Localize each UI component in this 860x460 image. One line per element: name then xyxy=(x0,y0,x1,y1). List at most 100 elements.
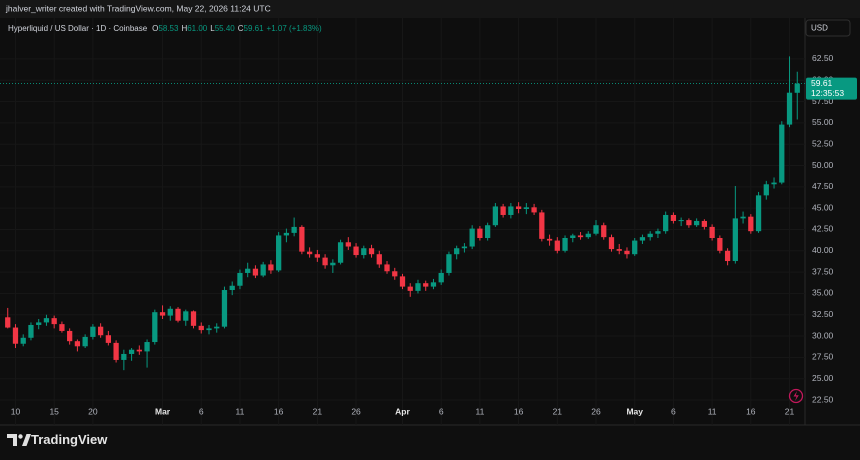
candle-body xyxy=(724,250,731,262)
candle-body xyxy=(407,286,413,291)
currency[interactable]: USD xyxy=(811,24,828,33)
candle-body xyxy=(245,268,251,273)
candle-body xyxy=(51,318,57,325)
candle-body xyxy=(283,232,290,236)
candle-body xyxy=(198,325,204,331)
candle-body xyxy=(330,262,336,266)
candle-body xyxy=(144,342,150,352)
candle-body xyxy=(423,283,429,287)
legend-key: C xyxy=(238,24,244,33)
y-tick-label: 50.00 xyxy=(812,160,834,170)
x-tick-label: 11 xyxy=(475,406,484,416)
candle-body xyxy=(740,216,746,219)
candle-body xyxy=(624,250,630,255)
candle-body xyxy=(539,212,545,239)
x-tick-label: 16 xyxy=(274,406,284,416)
candle-body xyxy=(577,235,584,238)
candle-body xyxy=(415,283,421,291)
x-tick-label: 10 xyxy=(11,406,21,416)
x-tick-label: 21 xyxy=(785,406,795,416)
candle-body xyxy=(601,225,607,238)
candle-body xyxy=(159,312,166,316)
y-tick-label: 40.00 xyxy=(812,245,834,255)
candle-body xyxy=(322,257,328,266)
candle-body xyxy=(67,330,73,342)
candle-body xyxy=(353,246,359,256)
candle-body xyxy=(28,324,34,338)
candle-body xyxy=(639,237,646,241)
candle-body xyxy=(175,308,181,321)
legend-value: 55.40 xyxy=(215,24,236,33)
grid xyxy=(0,18,805,425)
candle-body xyxy=(608,237,615,250)
legend-value: 58.53 xyxy=(158,24,179,33)
candle-body xyxy=(438,272,444,283)
alert-bolt xyxy=(793,391,799,401)
logo-part xyxy=(18,434,23,439)
candle-body xyxy=(167,308,173,316)
x-tick-label: 26 xyxy=(351,406,361,416)
x-tick-label: 20 xyxy=(88,406,98,416)
candle-body xyxy=(392,271,398,277)
candle-body xyxy=(376,254,382,265)
footer xyxy=(0,426,860,460)
x-tick-label: Mar xyxy=(155,406,171,416)
candle-body xyxy=(531,207,537,213)
candle-body xyxy=(152,312,158,343)
legend: Hyperliquid / US Dollar · 1D · Coinbase O… xyxy=(8,24,322,33)
candle-body xyxy=(477,228,483,238)
candle-body xyxy=(663,214,669,232)
candle-body xyxy=(794,83,800,93)
x-tick-label: 16 xyxy=(514,406,524,416)
candle-body xyxy=(36,322,42,325)
candle-body xyxy=(237,272,243,286)
candle-body xyxy=(554,240,560,251)
candle-body xyxy=(508,206,514,215)
y-tick-label: 32.50 xyxy=(812,309,834,319)
legend-value: 59.61 xyxy=(244,24,265,33)
x-tick-label: 15 xyxy=(49,406,59,416)
candle-body xyxy=(276,235,282,271)
y-tick-label: 57.50 xyxy=(812,96,834,106)
brand: TradingView xyxy=(31,432,108,447)
x-tick-label: 21 xyxy=(313,406,323,416)
logo-part xyxy=(22,434,31,446)
candle-body xyxy=(399,276,406,287)
candle-body xyxy=(206,328,212,331)
y-tick-label: 55.00 xyxy=(812,117,834,127)
y-tick-label: 52.50 xyxy=(812,138,834,148)
candle-body xyxy=(686,220,692,226)
x-tick-label: 26 xyxy=(591,406,601,416)
candle-body xyxy=(678,220,684,222)
currency-box[interactable] xyxy=(805,19,851,37)
candle-body xyxy=(546,238,553,241)
candle-body xyxy=(82,336,88,347)
candle-body xyxy=(268,264,274,271)
price-tag xyxy=(806,77,857,100)
legend-key: H xyxy=(181,24,187,33)
candle-body xyxy=(105,335,111,343)
candle-body xyxy=(384,264,390,272)
x-tick-label: 6 xyxy=(671,406,676,416)
logo-part xyxy=(7,434,17,446)
candle-body xyxy=(113,342,119,360)
x-tick-label: 6 xyxy=(199,406,204,416)
y-tick-label: 30.00 xyxy=(812,330,834,340)
candle-body xyxy=(252,268,259,276)
candle-body xyxy=(632,240,638,255)
watermark: jhalver_writer created with TradingView.… xyxy=(5,3,271,13)
y-tick-label: 45.00 xyxy=(812,202,834,212)
brand-logo xyxy=(7,434,31,446)
price-tag-countdown: 12:35:53 xyxy=(811,88,844,98)
legend-value: 61.00 xyxy=(187,24,208,33)
candle-body xyxy=(5,317,11,328)
top-strip xyxy=(0,0,860,18)
candle-body xyxy=(128,349,135,354)
alert-icon[interactable] xyxy=(788,388,804,404)
candle-body xyxy=(515,206,522,210)
candle-body xyxy=(345,242,351,247)
candle-body xyxy=(732,218,738,262)
x-tick-label: 16 xyxy=(746,406,756,416)
candle-body xyxy=(74,341,81,347)
